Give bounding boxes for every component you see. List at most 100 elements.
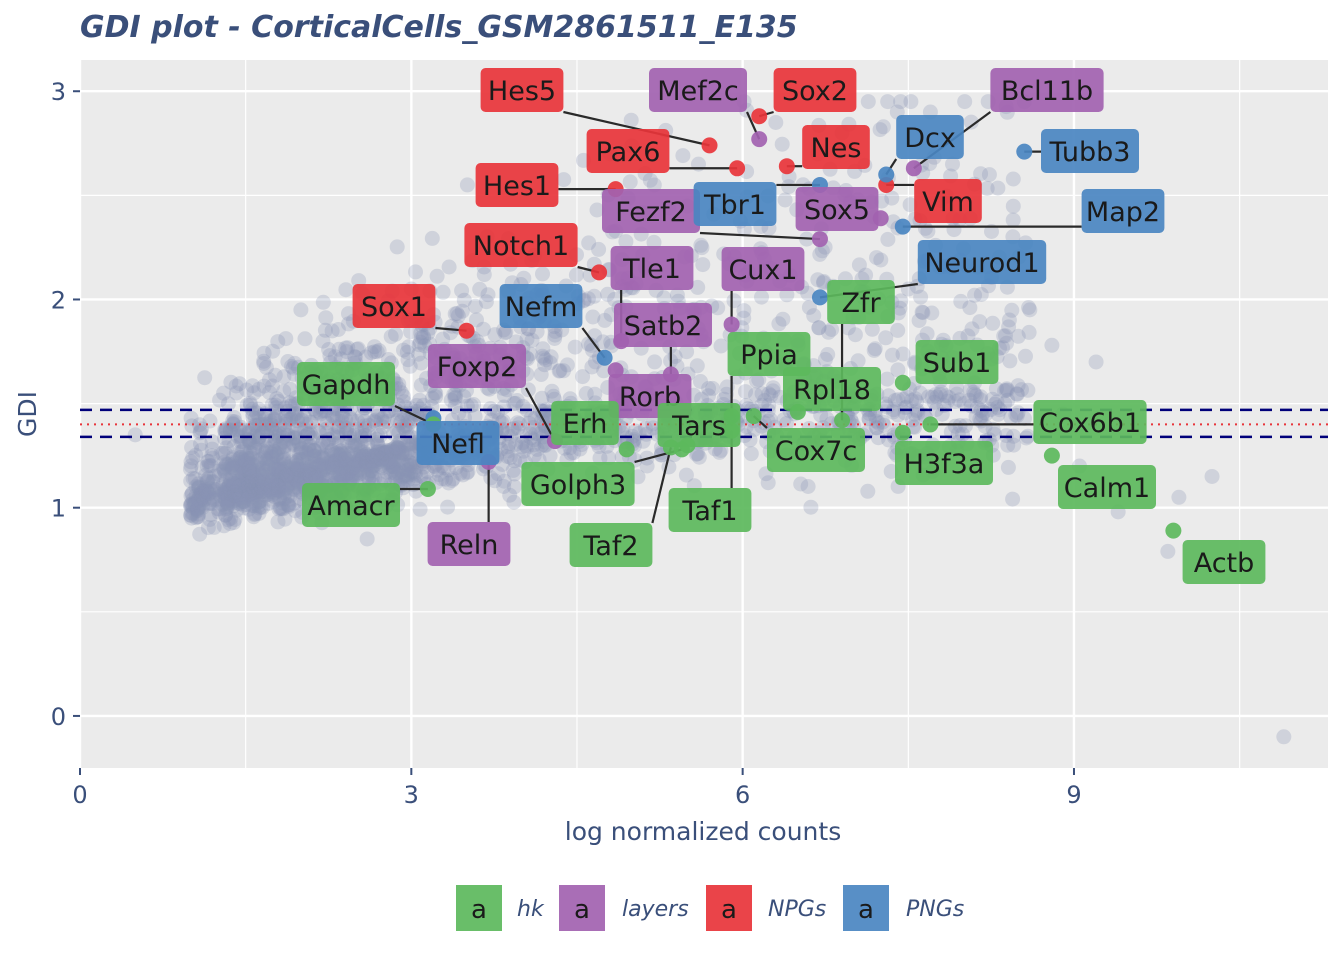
background-point [903,94,919,110]
background-point [395,419,411,435]
background-point [318,403,334,419]
background-point [216,518,232,534]
gene-label-hes5: Hes5 [488,76,556,107]
background-point [217,422,233,438]
background-point [362,454,378,470]
background-point [551,363,567,379]
background-point [447,387,463,403]
background-point [350,341,366,357]
background-point [536,350,552,366]
background-point [218,456,234,472]
background-point [263,474,279,490]
background-point [310,468,326,483]
background-point [472,281,488,297]
background-point [876,417,892,433]
background-point [349,421,365,437]
background-point [966,384,982,400]
background-point [378,446,394,462]
background-point [351,452,367,468]
background-point [222,423,238,439]
background-point [206,484,222,499]
background-point [245,478,261,494]
background-point [537,357,552,373]
background-point [332,466,348,482]
background-point [248,418,264,434]
gene-label-box-tle1 [610,246,694,290]
background-point [349,470,365,486]
gene-point-sox2 [751,108,768,125]
background-point [973,166,989,182]
background-point [319,438,335,454]
background-point [372,450,388,466]
background-point [257,450,273,466]
background-point [253,483,269,499]
background-point [400,472,416,488]
background-point [326,455,342,471]
background-point [368,447,384,463]
background-point [258,416,274,432]
background-point [394,413,410,429]
background-point [265,472,281,488]
background-point [968,388,984,404]
background-point [875,119,891,135]
background-point [339,344,355,360]
background-point [246,507,262,523]
background-point [861,411,877,427]
background-point [743,446,759,462]
background-point [263,483,279,499]
background-point [587,386,603,402]
background-point [251,483,267,499]
background-point [811,320,827,336]
background-point [255,466,271,482]
background-point [358,349,374,365]
background-point [575,369,591,385]
background-point [291,436,307,452]
background-point [253,464,269,480]
background-point [305,471,320,487]
background-point [217,486,233,501]
background-point [397,468,413,484]
background-point [251,456,267,472]
background-point [886,402,902,418]
background-point [399,344,415,360]
background-point [499,448,515,464]
background-point [243,469,259,484]
background-point [361,427,377,443]
background-point [291,452,307,468]
gene-label-actb: Actb [1194,548,1255,579]
background-point [249,473,265,489]
background-point [253,474,269,490]
background-point [885,404,901,420]
background-point [296,471,312,487]
background-point [871,415,887,431]
background-point [323,454,339,470]
x-tick-label: 6 [735,781,750,809]
background-point [243,480,259,496]
background-point [389,422,405,438]
background-point [348,466,364,482]
background-point [642,172,658,188]
background-point [184,496,200,512]
background-point [378,444,394,460]
background-point [232,496,248,512]
background-point [256,449,272,465]
background-point [270,334,286,350]
background-point [502,450,518,465]
background-point [311,468,327,484]
background-point [300,465,316,481]
background-point [200,520,216,536]
background-point [341,306,356,322]
background-point [232,494,248,510]
background-point [222,485,238,501]
background-point [347,454,363,470]
background-point [964,321,980,337]
background-point [325,465,341,481]
background-point [225,494,241,510]
background-point [754,386,770,402]
background-point [217,483,233,499]
background-point [300,463,316,479]
background-point [260,477,276,493]
background-point [248,484,264,499]
background-point [781,179,797,195]
background-point [689,358,705,374]
